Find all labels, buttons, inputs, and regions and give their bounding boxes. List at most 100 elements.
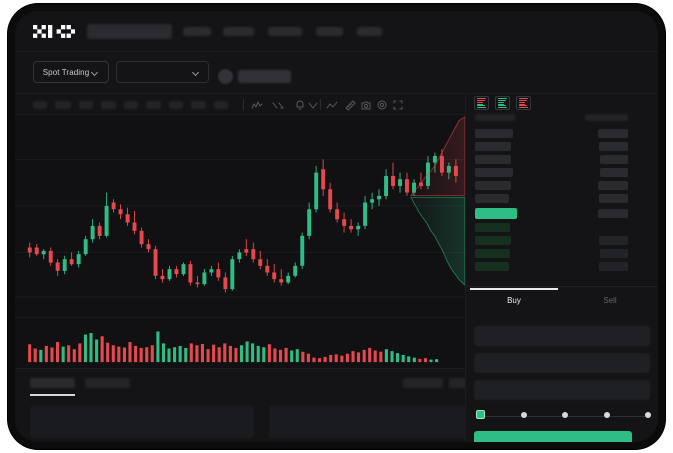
place-buy-order-button[interactable] — [474, 431, 632, 442]
orderbook-ask-size-3[interactable] — [600, 168, 628, 177]
orderbook-bid-price-2[interactable] — [475, 249, 510, 258]
orderbook-mode-asks-tick — [519, 106, 528, 108]
active-tab-underline — [30, 394, 75, 396]
timeframe-button-3[interactable] — [101, 101, 116, 109]
orderbook-mode-asks-tick — [519, 101, 525, 103]
orderbook-ask-price-5[interactable] — [475, 194, 509, 203]
action-hide-other-pairs[interactable] — [403, 378, 443, 388]
nav-item-3[interactable] — [316, 27, 343, 36]
orderbook-ask-size-0[interactable] — [598, 129, 628, 138]
orderbook-mode-both-tick — [477, 106, 486, 108]
nav-item-4[interactable] — [357, 27, 382, 36]
orderbook-bid-size-1[interactable] — [599, 236, 628, 245]
chevron-down-icon — [92, 69, 99, 76]
slider-handle[interactable] — [476, 410, 485, 419]
buy-tab-underline — [470, 288, 558, 290]
orderbook-mode-asks[interactable] — [516, 96, 531, 110]
coin-avatar — [218, 69, 233, 84]
top-navigation-bar — [15, 11, 658, 52]
slider-step-75[interactable] — [603, 412, 610, 418]
drawing-icon[interactable] — [326, 99, 338, 111]
orderbook-mode-both-tick — [477, 101, 483, 103]
orderbook-ask-price-0[interactable] — [475, 129, 513, 138]
market-subheader: Spot Trading — [15, 52, 658, 94]
orders-section — [15, 368, 489, 442]
orderbook-ask-size-1[interactable] — [599, 142, 628, 151]
orderbook-mode-both-tick — [477, 105, 485, 106]
okx-logo[interactable] — [33, 25, 75, 38]
candlestick-chart[interactable] — [15, 115, 465, 317]
settings-icon[interactable] — [376, 99, 388, 111]
orderbook-bid-size-3[interactable] — [599, 262, 628, 271]
alert-icon[interactable] — [294, 99, 306, 111]
camera-icon[interactable] — [360, 99, 372, 111]
volume-histogram — [15, 317, 465, 368]
chart-toolbar — [15, 94, 465, 115]
timeframe-button-0[interactable] — [33, 101, 47, 109]
orderbook-ask-size-5[interactable] — [599, 194, 628, 203]
timeframe-button-4[interactable] — [124, 101, 138, 109]
orderbook-mode-both[interactable] — [474, 96, 489, 110]
volume-histogram-svg — [28, 331, 439, 363]
tab-order-history[interactable] — [85, 378, 130, 388]
app-screen: Spot Trading — [15, 11, 658, 442]
orderbook-bid-price-1[interactable] — [475, 236, 511, 245]
orderbook-best-price[interactable] — [475, 208, 517, 219]
timeframe-button-7[interactable] — [191, 101, 206, 109]
orderbook-bid-price-3[interactable] — [475, 262, 509, 271]
orderbook-mode-asks-tick — [519, 100, 527, 101]
orderbook-mode-both-tick — [477, 98, 486, 100]
tab-open-orders[interactable] — [30, 378, 75, 388]
orderbook-mode-both-tick — [477, 100, 485, 101]
nav-item-0[interactable] — [183, 27, 211, 36]
tab-buy[interactable]: Buy — [507, 296, 521, 305]
orderbook-ask-price-3[interactable] — [475, 168, 513, 177]
orderbook-bid-size-2[interactable] — [600, 249, 628, 258]
orderbook-best-size[interactable] — [598, 209, 628, 218]
chart-type-icon[interactable] — [307, 99, 319, 111]
orderbook-ask-size-4[interactable] — [598, 181, 628, 190]
orderbook-mode-bids-tick — [498, 98, 507, 100]
tab-sell[interactable]: Sell — [603, 296, 617, 305]
market-type-dropdown[interactable]: Spot Trading — [33, 61, 109, 83]
orders-empty-panel — [30, 405, 254, 439]
timeframe-button-5[interactable] — [146, 101, 161, 109]
timeframe-button-6[interactable] — [169, 101, 183, 109]
ruler-icon[interactable] — [344, 99, 356, 111]
price-field[interactable] — [474, 326, 650, 346]
nav-item-2[interactable] — [268, 27, 302, 36]
orderbook-bid-price-0[interactable] — [475, 223, 510, 232]
search-input[interactable] — [87, 24, 172, 39]
orderbook-mode-bids-tick — [498, 101, 504, 103]
slider-step-25[interactable] — [520, 412, 527, 418]
orderbook-mode-both-tick — [477, 103, 483, 105]
orderbook-mode-asks-tick — [519, 98, 528, 100]
fullscreen-icon[interactable] — [392, 99, 404, 111]
amount-field[interactable] — [474, 353, 650, 373]
timeframe-button-8[interactable] — [214, 101, 228, 109]
total-field[interactable] — [474, 380, 650, 400]
compare-icon[interactable] — [272, 99, 284, 111]
trading-pair-label — [238, 70, 291, 83]
orderbook-sidebar: Buy Sell — [465, 94, 658, 442]
orderbook-mode-bids-tick — [498, 105, 506, 106]
slider-step-50[interactable] — [562, 412, 568, 418]
trade-tabs: Buy Sell — [466, 286, 658, 316]
nav-item-1[interactable] — [223, 27, 254, 36]
orderbook-ask-price-2[interactable] — [475, 155, 511, 164]
chevron-down-icon — [193, 69, 200, 76]
trading-pair-select[interactable] — [116, 61, 209, 83]
orderbook-ask-price-4[interactable] — [475, 181, 511, 190]
timeframe-button-2[interactable] — [79, 101, 93, 109]
orderbook-mode-bids-tick — [498, 100, 506, 101]
device-frame: Spot Trading — [8, 4, 665, 449]
candlestick-chart-svg — [15, 149, 465, 298]
slider-step-100[interactable] — [645, 412, 651, 418]
indicators-icon[interactable] — [251, 99, 263, 111]
orderbook-ask-size-2[interactable] — [600, 155, 628, 164]
orderbook-ask-price-1[interactable] — [475, 142, 511, 151]
orderbook-mode-asks-tick — [519, 105, 527, 106]
orderbook-mode-bids[interactable] — [495, 96, 510, 110]
timeframe-button-1[interactable] — [55, 101, 71, 109]
market-type-label: Spot Trading — [42, 67, 90, 77]
